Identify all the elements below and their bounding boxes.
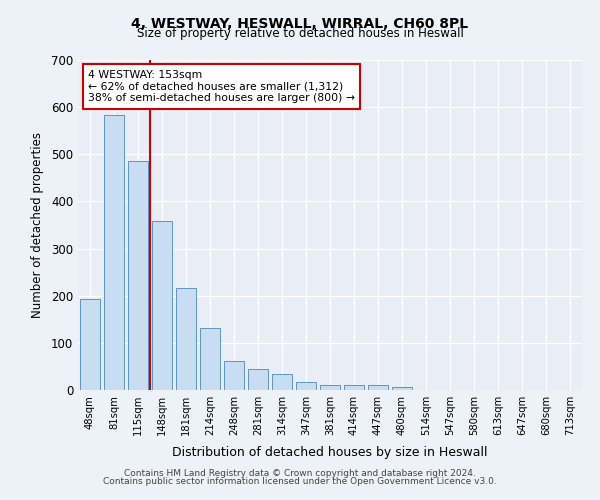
Bar — [176, 288, 196, 390]
Bar — [392, 387, 412, 390]
Bar — [80, 299, 100, 390]
Bar — [104, 115, 124, 390]
Bar — [152, 221, 172, 390]
Bar — [128, 162, 148, 390]
Bar — [344, 385, 364, 390]
Bar — [272, 374, 292, 390]
Bar — [224, 361, 244, 390]
Bar — [320, 386, 340, 390]
X-axis label: Distribution of detached houses by size in Heswall: Distribution of detached houses by size … — [172, 446, 488, 460]
Text: 4 WESTWAY: 153sqm
← 62% of detached houses are smaller (1,312)
38% of semi-detac: 4 WESTWAY: 153sqm ← 62% of detached hous… — [88, 70, 355, 103]
Text: Size of property relative to detached houses in Heswall: Size of property relative to detached ho… — [137, 28, 463, 40]
Bar — [248, 370, 268, 390]
Bar — [200, 328, 220, 390]
Bar — [296, 382, 316, 390]
Y-axis label: Number of detached properties: Number of detached properties — [31, 132, 44, 318]
Bar — [368, 385, 388, 390]
Text: Contains public sector information licensed under the Open Government Licence v3: Contains public sector information licen… — [103, 477, 497, 486]
Text: 4, WESTWAY, HESWALL, WIRRAL, CH60 8PL: 4, WESTWAY, HESWALL, WIRRAL, CH60 8PL — [131, 18, 469, 32]
Text: Contains HM Land Registry data © Crown copyright and database right 2024.: Contains HM Land Registry data © Crown c… — [124, 468, 476, 477]
